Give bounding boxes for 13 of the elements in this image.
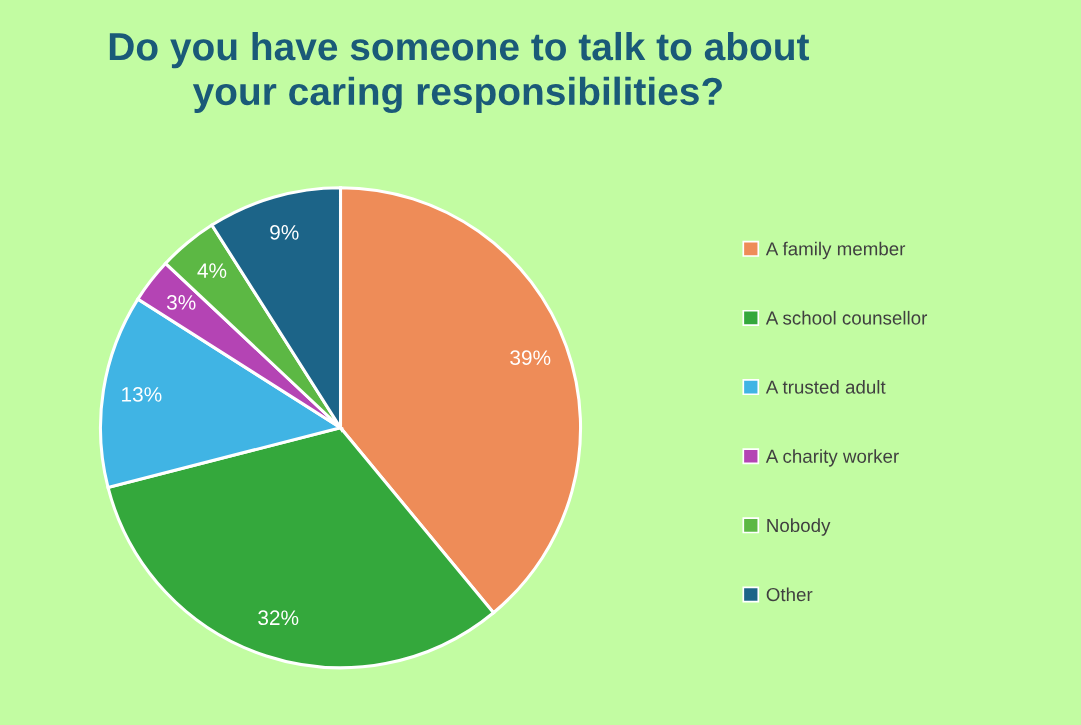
data-label: 13% bbox=[122, 387, 162, 402]
legend-label: A family member bbox=[765, 241, 906, 260]
legend-label: Nobody bbox=[767, 518, 831, 536]
legend-label: A trusted adult bbox=[765, 380, 886, 394]
legend-label: Other bbox=[766, 587, 813, 602]
data-label: 3% bbox=[166, 295, 196, 310]
legend-label: A school counsellor bbox=[765, 310, 928, 325]
data-label: 39% bbox=[510, 350, 551, 366]
data-label: 32% bbox=[258, 610, 299, 626]
data-label: 9% bbox=[270, 224, 299, 240]
data-label: 4% bbox=[197, 263, 227, 278]
chart-title: Do you have someone to talk to about your caring responsibilities? bbox=[109, 31, 810, 114]
legend-label: A charity worker bbox=[765, 449, 899, 467]
